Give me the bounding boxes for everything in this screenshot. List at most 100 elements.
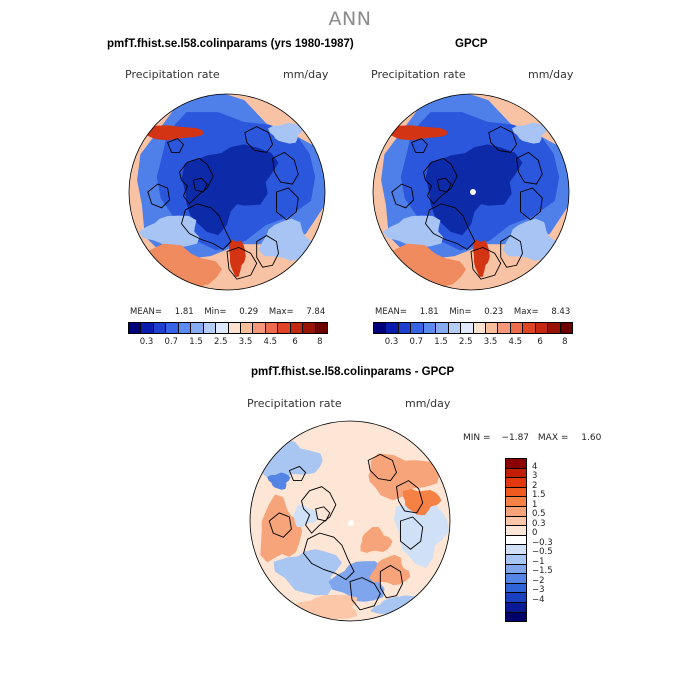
panel-3-title: pmfT.fhist.se.l58.colinparams - GPCP: [251, 366, 455, 378]
pole-missing-data: [347, 519, 355, 527]
colorbar-swatch: [510, 323, 524, 333]
panel-2-stats: MEAN= 1.81 Min= 0.23 Max= 8.43: [375, 307, 570, 317]
coastline: [470, 246, 502, 280]
panel-1-mean-value: 1.81: [174, 307, 194, 317]
precip-region: [267, 122, 304, 144]
panel-3-polar-map: [249, 420, 451, 622]
colorbar-swatch: [374, 323, 387, 333]
difference-region: [273, 549, 343, 596]
precip-region: [191, 144, 279, 206]
panel-2-colorbar-labels: 0.3 0.7 1.5 2.5 3.5 4.5 6 8: [373, 337, 571, 349]
coastline: [520, 187, 543, 221]
colorbar-swatch: [228, 323, 241, 333]
coastline: [272, 151, 299, 185]
colorbar-tick-label: 6: [292, 337, 298, 347]
colorbar-swatch: [265, 323, 279, 333]
colorbar-swatch: [506, 545, 526, 555]
coastline: [367, 453, 397, 482]
colorbar-swatch: [506, 459, 526, 469]
colorbar-swatch: [523, 323, 536, 333]
colorbar-tick-label: 0.3: [532, 518, 546, 529]
panel-2-mean-value: 1.81: [419, 307, 439, 317]
colorbar-swatch: [560, 323, 572, 333]
colorbar-tick-label: 0.3: [384, 337, 399, 347]
panel-1-title: pmfT.fhist.se.l58.colinparams (yrs 1980-…: [107, 38, 354, 50]
difference-region: [328, 561, 385, 602]
panel-3-min-label: MIN =: [463, 433, 491, 443]
colorbar-tick-label: 4.5: [263, 337, 278, 347]
colorbar-swatch: [506, 574, 526, 584]
colorbar-swatch: [506, 612, 526, 622]
coastline: [180, 203, 232, 250]
colorbar-tick-label: 0.3: [139, 337, 154, 347]
colorbar-swatch: [506, 554, 526, 565]
colorbar-swatch: [191, 323, 204, 333]
precip-region: [511, 122, 548, 144]
colorbar-tick-label: 0.7: [164, 337, 179, 347]
figure-title: ANN: [328, 8, 372, 30]
colorbar-swatch: [240, 323, 254, 333]
colorbar-swatch: [203, 323, 217, 333]
coastline: [488, 126, 518, 153]
colorbar-swatch: [278, 323, 291, 333]
colorbar-tick-label: 3: [532, 471, 538, 482]
colorbar-swatch: [485, 323, 499, 333]
panel-3-max-label: MAX =: [537, 433, 569, 443]
panel-2-max-label: Max=: [513, 307, 539, 317]
colorbar-tick-label: 1.5: [434, 337, 448, 347]
coastline: [288, 465, 307, 482]
panel-3-colorbar-labels: 4 3 2 1.5 1 0.5 0.3 0 −0.3 −0.5 −1 −1.5 −2 −3 −4: [532, 458, 572, 620]
panel-2-polar-map: [372, 93, 570, 291]
colorbar-swatch: [290, 323, 304, 333]
coastline: [411, 138, 428, 153]
colorbar-tick-label: 4: [532, 461, 538, 472]
panel-3-variable: Precipitation rate: [247, 397, 342, 410]
panel-3-colorbar: [505, 458, 527, 622]
colorbar-tick-label: 1.5: [532, 490, 546, 501]
map-border: [249, 420, 451, 622]
colorbar-tick-label: 2: [532, 480, 538, 491]
colorbar-swatch: [506, 468, 526, 479]
colorbar-swatch: [506, 487, 526, 498]
panel-1-units: mm/day: [283, 68, 329, 81]
coastline: [400, 516, 424, 550]
panel-1-min-label: Min=: [204, 307, 227, 317]
colorbar-swatch: [506, 478, 526, 488]
coastline: [244, 126, 274, 153]
colorbar-swatch: [178, 323, 192, 333]
difference-region: [360, 526, 393, 553]
colorbar-swatch: [411, 323, 424, 333]
colorbar-tick-label: 0: [532, 528, 538, 539]
coastline: [276, 187, 299, 221]
colorbar-swatch: [315, 323, 327, 333]
panel-1-colorbar-labels: 0.3 0.7 1.5 2.5 3.5 4.5 6 8: [128, 337, 326, 349]
difference-region: [368, 453, 440, 501]
colorbar-swatch: [506, 497, 526, 507]
difference-region: [260, 494, 303, 563]
precip-region: [382, 215, 444, 248]
coastline: [303, 532, 355, 581]
colorbar-swatch: [473, 323, 486, 333]
colorbar-tick-label: 6: [537, 337, 543, 347]
colorbar-swatch: [436, 323, 449, 333]
panel-2-max-value: 8.43: [551, 307, 571, 317]
colorbar-swatch: [216, 323, 229, 333]
coastline: [315, 506, 331, 522]
colorbar-swatch: [535, 323, 549, 333]
colorbar-tick-label: 8: [562, 337, 568, 347]
colorbar-tick-label: −0.3: [532, 537, 553, 548]
panel-2-title: GPCP: [455, 38, 488, 50]
colorbar-swatch: [506, 602, 526, 613]
panel-2-mean-label: MEAN=: [375, 307, 407, 317]
colorbar-tick-label: −2: [532, 575, 545, 586]
colorbar-swatch: [461, 323, 474, 333]
map-border: [128, 93, 326, 291]
coastline: [424, 203, 476, 250]
coastline: [226, 246, 258, 280]
colorbar-swatch: [448, 323, 462, 333]
panel-3-max-value: 1.60: [581, 433, 602, 443]
precip-region: [502, 218, 557, 261]
difference-region: [267, 472, 291, 490]
coastline: [436, 177, 452, 193]
pole-missing-data: [470, 189, 476, 195]
